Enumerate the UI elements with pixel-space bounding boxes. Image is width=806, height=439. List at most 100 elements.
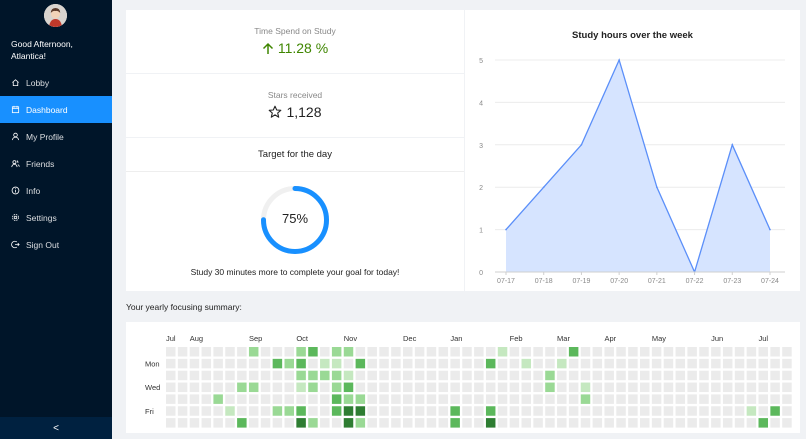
heatmap-cell[interactable] (201, 418, 212, 428)
heatmap-cell[interactable] (711, 406, 721, 416)
heatmap-cell[interactable] (568, 358, 579, 369)
heatmap-cell[interactable] (177, 347, 188, 357)
heatmap-cell[interactable] (616, 347, 626, 357)
heatmap-cell[interactable] (426, 418, 437, 428)
heatmap-cell[interactable] (462, 418, 472, 428)
heatmap-cell[interactable] (213, 358, 223, 369)
heatmap-cell[interactable] (403, 394, 413, 404)
heatmap-cell[interactable] (225, 382, 235, 393)
heatmap-cell[interactable] (521, 347, 532, 357)
heatmap-cell[interactable] (403, 382, 413, 393)
heatmap-cell[interactable] (687, 418, 697, 428)
heatmap-cell[interactable] (663, 347, 674, 357)
heatmap-cell[interactable] (722, 347, 733, 357)
heatmap-cell[interactable] (379, 382, 389, 393)
heatmap-cell[interactable] (189, 394, 200, 404)
heatmap-cell[interactable] (450, 382, 460, 393)
heatmap-cell[interactable] (782, 358, 792, 369)
heatmap-cell[interactable] (462, 358, 472, 369)
heatmap-cell[interactable] (687, 406, 697, 416)
heatmap-cell[interactable] (533, 418, 543, 428)
heatmap-cell[interactable] (628, 347, 638, 357)
heatmap-cell[interactable] (675, 347, 686, 357)
heatmap-cell[interactable] (248, 406, 259, 416)
heatmap-cell[interactable] (651, 358, 662, 369)
heatmap-cell[interactable] (189, 347, 200, 357)
heatmap-cell[interactable] (533, 370, 543, 381)
heatmap-cell[interactable] (604, 382, 614, 393)
heatmap-cell[interactable] (462, 370, 472, 381)
heatmap-cell[interactable] (545, 358, 555, 369)
sidebar-item-lobby[interactable]: Lobby (0, 69, 112, 96)
heatmap-cell[interactable] (355, 406, 366, 416)
heatmap-cell[interactable] (604, 418, 614, 428)
heatmap-cell[interactable] (355, 382, 366, 393)
heatmap-cell[interactable] (640, 347, 650, 357)
heatmap-cell[interactable] (604, 370, 614, 381)
heatmap-cell[interactable] (474, 394, 484, 404)
heatmap-cell[interactable] (213, 394, 223, 404)
heatmap-cell[interactable] (462, 382, 472, 393)
heatmap-cell[interactable] (699, 394, 709, 404)
heatmap-cell[interactable] (722, 394, 733, 404)
heatmap-cell[interactable] (237, 358, 247, 369)
heatmap-cell[interactable] (485, 347, 496, 357)
heatmap-cell[interactable] (391, 347, 401, 357)
heatmap-cell[interactable] (426, 370, 437, 381)
heatmap-cell[interactable] (592, 347, 603, 357)
heatmap-cell[interactable] (746, 418, 757, 428)
heatmap-cell[interactable] (260, 406, 271, 416)
heatmap-cell[interactable] (758, 406, 769, 416)
heatmap-cell[interactable] (592, 394, 603, 404)
heatmap-cell[interactable] (521, 418, 532, 428)
heatmap-cell[interactable] (474, 347, 484, 357)
sidebar-item-my-profile[interactable]: My Profile (0, 123, 112, 150)
heatmap-cell[interactable] (485, 358, 496, 369)
heatmap-cell[interactable] (592, 358, 603, 369)
heatmap-cell[interactable] (308, 370, 318, 381)
heatmap-cell[interactable] (746, 358, 757, 369)
heatmap-cell[interactable] (213, 347, 223, 357)
heatmap-cell[interactable] (284, 382, 295, 393)
heatmap-cell[interactable] (391, 370, 401, 381)
heatmap-cell[interactable] (640, 406, 650, 416)
heatmap-cell[interactable] (616, 370, 626, 381)
heatmap-cell[interactable] (177, 382, 188, 393)
heatmap-cell[interactable] (568, 394, 579, 404)
sidebar-collapse-button[interactable]: < (0, 417, 112, 439)
heatmap-cell[interactable] (687, 370, 697, 381)
heatmap-cell[interactable] (272, 418, 283, 428)
heatmap-cell[interactable] (379, 347, 389, 357)
heatmap-cell[interactable] (379, 370, 389, 381)
heatmap-cell[interactable] (201, 406, 212, 416)
heatmap-cell[interactable] (485, 406, 496, 416)
heatmap-cell[interactable] (296, 382, 306, 393)
heatmap-cell[interactable] (296, 358, 306, 369)
heatmap-cell[interactable] (651, 347, 662, 357)
heatmap-cell[interactable] (782, 347, 792, 357)
heatmap-cell[interactable] (403, 358, 413, 369)
heatmap-cell[interactable] (711, 358, 721, 369)
heatmap-cell[interactable] (260, 394, 271, 404)
heatmap-cell[interactable] (616, 358, 626, 369)
heatmap-cell[interactable] (284, 406, 295, 416)
heatmap-cell[interactable] (699, 347, 709, 357)
heatmap-cell[interactable] (782, 418, 792, 428)
heatmap-cell[interactable] (189, 370, 200, 381)
heatmap-cell[interactable] (782, 406, 792, 416)
heatmap-cell[interactable] (308, 394, 318, 404)
heatmap-cell[interactable] (568, 382, 579, 393)
heatmap-cell[interactable] (616, 382, 626, 393)
heatmap-cell[interactable] (545, 418, 555, 428)
heatmap-cell[interactable] (391, 358, 401, 369)
heatmap-cell[interactable] (509, 370, 520, 381)
heatmap-cell[interactable] (770, 406, 780, 416)
heatmap-cell[interactable] (272, 370, 283, 381)
heatmap-cell[interactable] (734, 382, 745, 393)
heatmap-cell[interactable] (651, 394, 662, 404)
heatmap-cell[interactable] (521, 382, 532, 393)
heatmap-cell[interactable] (320, 406, 330, 416)
heatmap-cell[interactable] (675, 418, 686, 428)
heatmap-cell[interactable] (509, 358, 520, 369)
heatmap-cell[interactable] (734, 418, 745, 428)
